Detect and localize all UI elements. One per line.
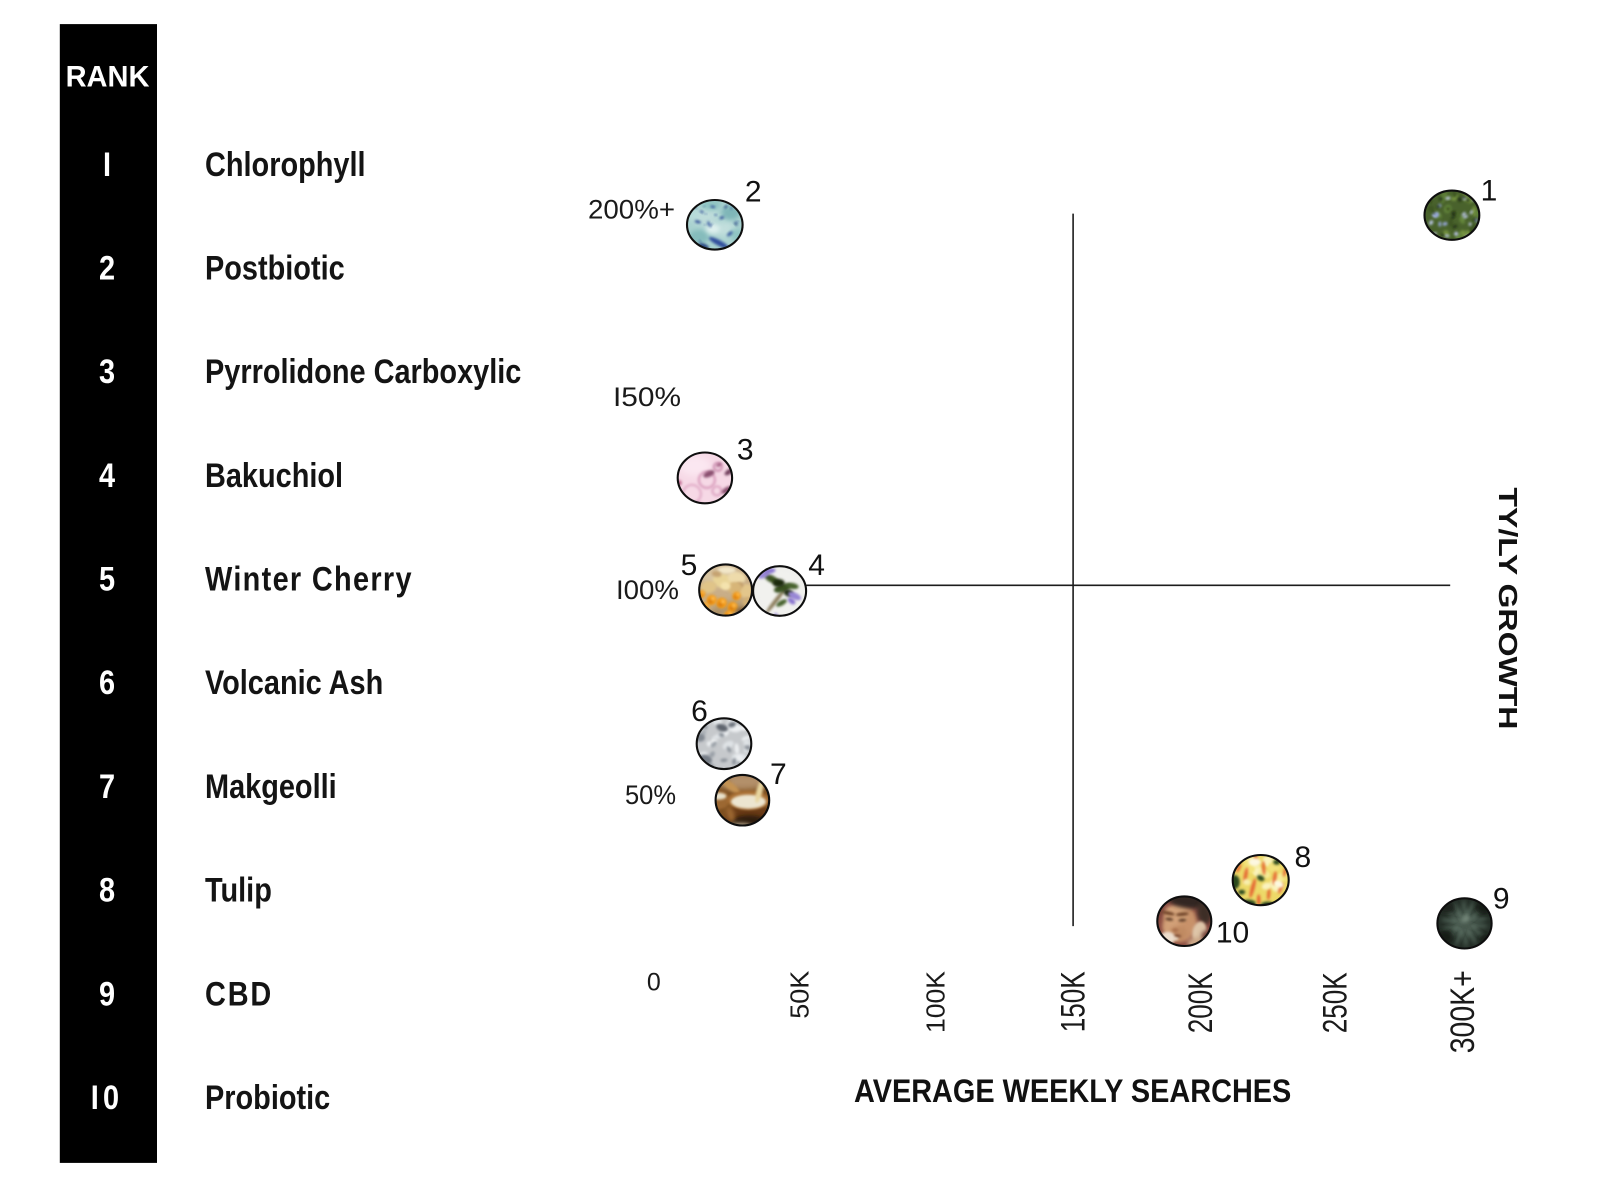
svg-text:Winter Cherry: Winter Cherry (205, 559, 412, 598)
svg-text:100K: 100K (921, 970, 951, 1033)
svg-text:Makgeolli: Makgeolli (205, 767, 337, 806)
svg-text:7: 7 (770, 758, 787, 791)
svg-text:TY/LY GROWTH: TY/LY GROWTH (1493, 487, 1521, 729)
svg-text:2: 2 (99, 248, 115, 287)
svg-text:Postbiotic: Postbiotic (205, 248, 345, 287)
svg-text:Probiotic: Probiotic (205, 1078, 330, 1117)
svg-text:I00%: I00% (616, 575, 679, 605)
svg-text:7: 7 (99, 767, 115, 806)
svg-text:200%+: 200%+ (588, 195, 675, 225)
svg-text:4: 4 (808, 549, 825, 582)
svg-text:I0: I0 (91, 1078, 124, 1117)
svg-text:4: 4 (99, 456, 115, 495)
svg-text:6: 6 (99, 663, 115, 702)
svg-text:10: 10 (1216, 917, 1249, 950)
svg-text:Chlorophyll: Chlorophyll (205, 145, 366, 184)
svg-text:1: 1 (1481, 175, 1498, 208)
svg-text:150K: 150K (1055, 971, 1093, 1032)
svg-text:9: 9 (99, 974, 115, 1013)
svg-text:3: 3 (99, 352, 115, 391)
svg-text:8: 8 (99, 870, 115, 909)
svg-text:6: 6 (691, 695, 708, 728)
svg-text:Volcanic Ash: Volcanic Ash (205, 663, 383, 702)
svg-text:9: 9 (1493, 883, 1510, 916)
svg-text:Bakuchiol: Bakuchiol (205, 456, 343, 495)
svg-text:I: I (103, 145, 111, 184)
svg-text:5: 5 (681, 549, 698, 582)
svg-text:8: 8 (1295, 841, 1312, 874)
svg-text:250K: 250K (1317, 972, 1355, 1033)
svg-text:0: 0 (647, 968, 661, 996)
svg-text:3: 3 (737, 434, 754, 467)
svg-text:5: 5 (99, 559, 115, 598)
svg-text:I50%: I50% (613, 382, 681, 412)
svg-text:Pyrrolidone Carboxylic: Pyrrolidone Carboxylic (205, 352, 521, 391)
svg-text:50K: 50K (785, 970, 815, 1019)
svg-text:50%: 50% (625, 780, 676, 810)
svg-text:300K+: 300K+ (1444, 970, 1482, 1053)
svg-text:AVERAGE WEEKLY SEARCHES: AVERAGE WEEKLY SEARCHES (854, 1073, 1291, 1109)
svg-text:RANK: RANK (66, 60, 151, 94)
svg-text:200K: 200K (1182, 972, 1220, 1033)
svg-text:2: 2 (745, 176, 762, 209)
svg-text:CBD: CBD (205, 974, 271, 1013)
svg-text:Tulip: Tulip (205, 870, 272, 909)
